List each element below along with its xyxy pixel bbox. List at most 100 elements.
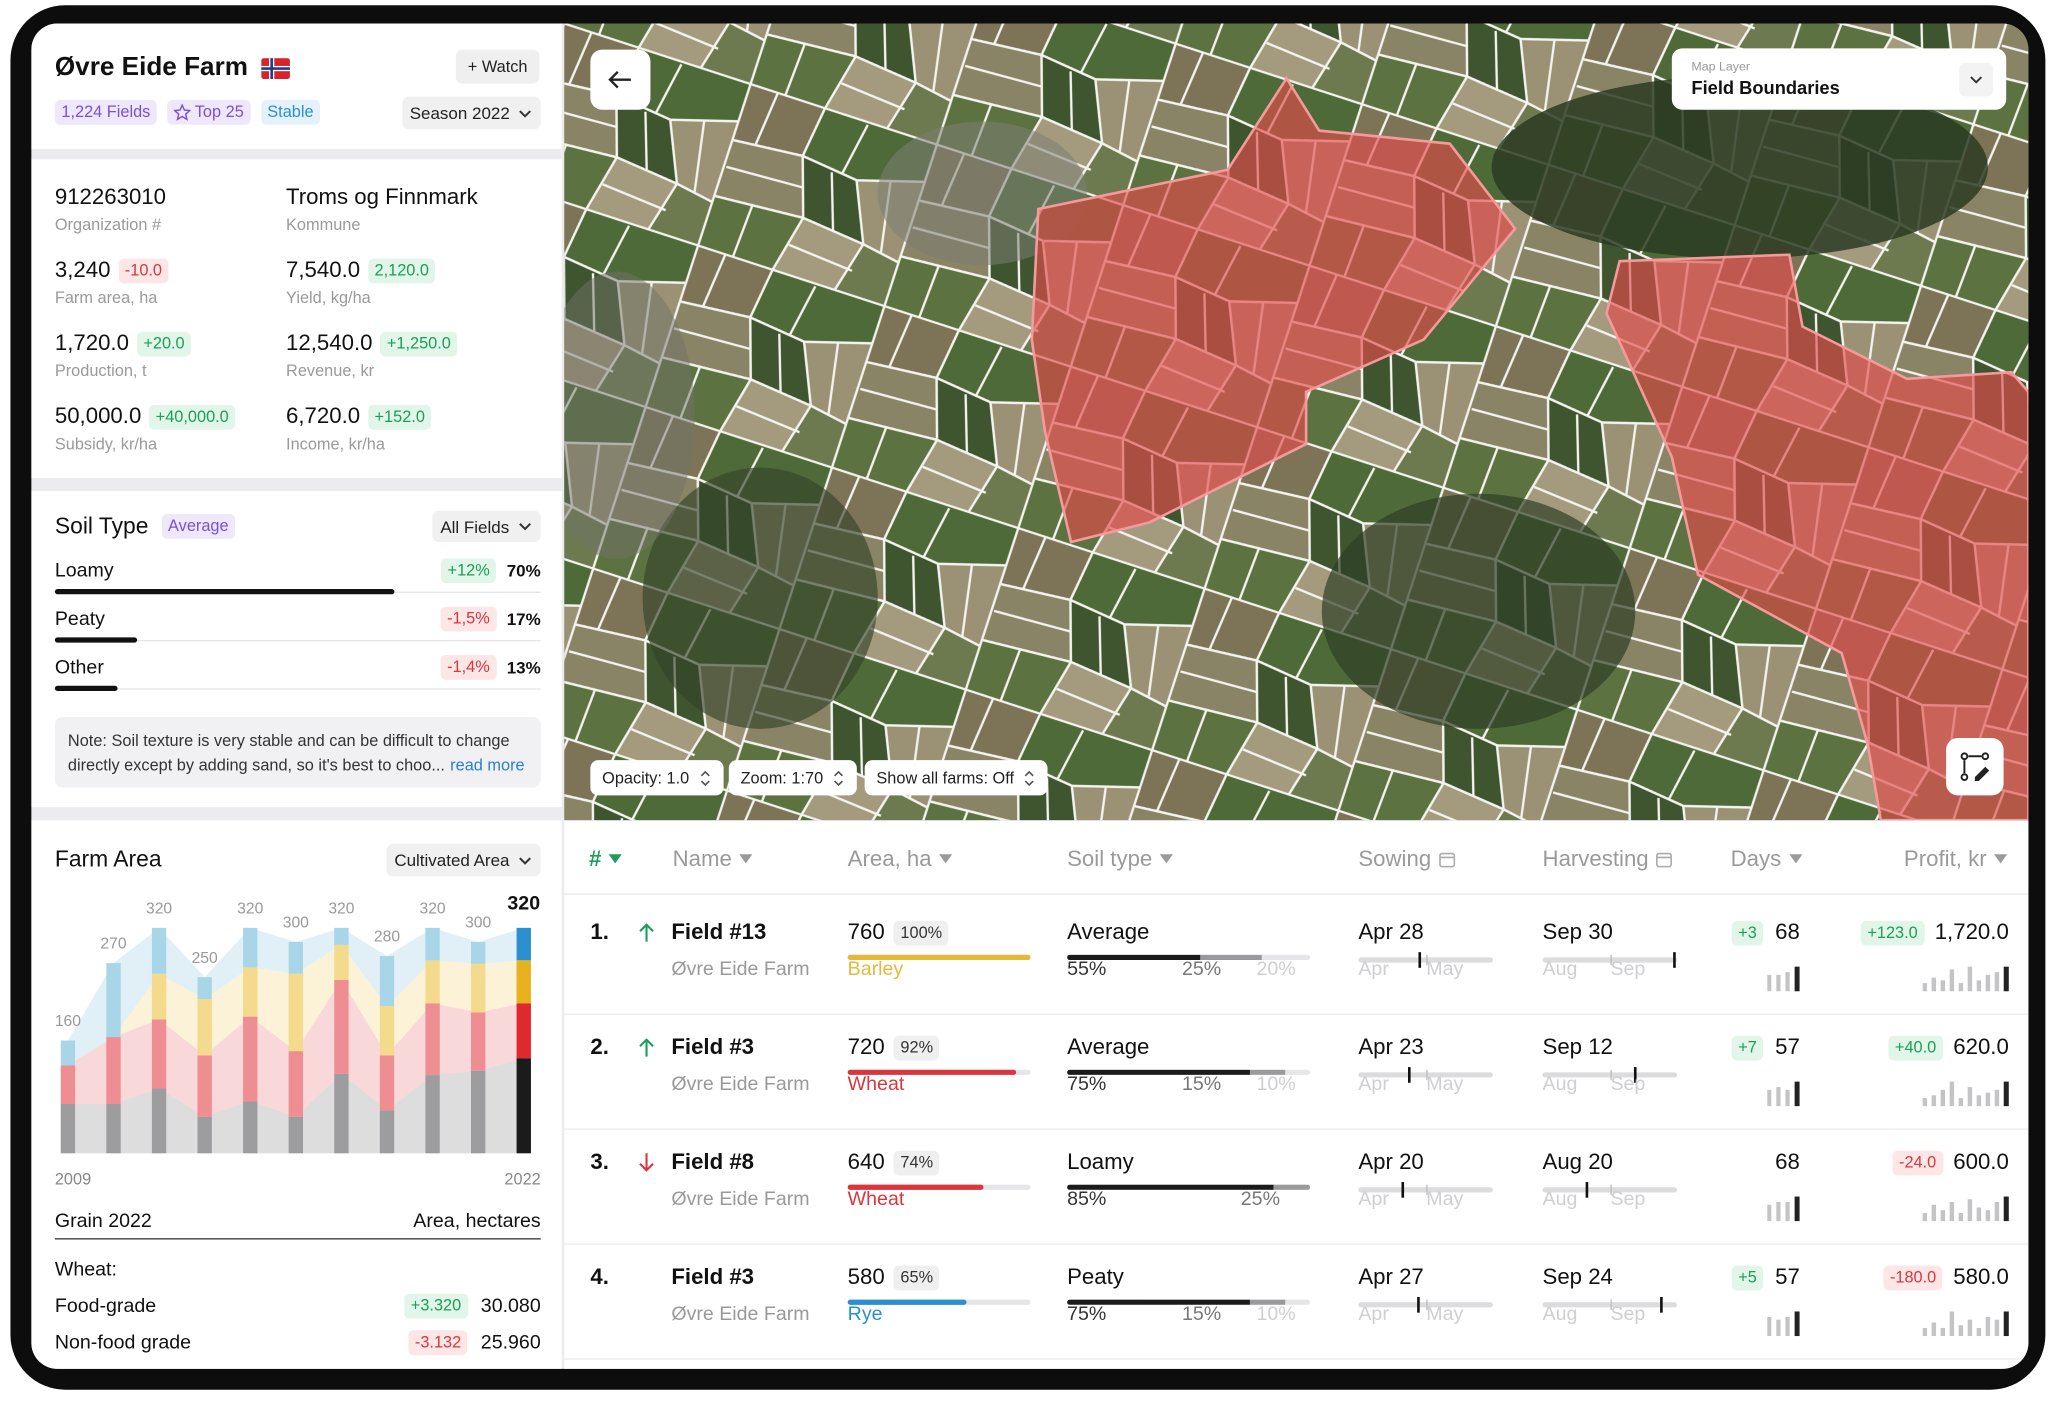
bar-segment xyxy=(516,1058,531,1154)
column-header-label: Area, ha xyxy=(847,846,932,872)
month-label: Sep xyxy=(1610,958,1646,981)
tags: 1,224 Fields Top 25 Stable xyxy=(54,99,321,125)
area-value: 580 xyxy=(847,1264,885,1290)
stat-label: Kommune xyxy=(286,215,361,234)
days-trend-bar xyxy=(1776,1319,1781,1337)
soil-type-segment xyxy=(1067,1069,1250,1075)
column-header[interactable]: Harvesting xyxy=(1543,846,1674,872)
column-header[interactable]: Profit, kr xyxy=(1904,846,2009,872)
bar-segment xyxy=(60,1103,76,1154)
date: Apr 28 xyxy=(1358,919,1424,945)
layer-label: Map Layer xyxy=(1691,60,1751,75)
profit-trend-bar xyxy=(2003,1311,2009,1337)
column-header[interactable]: # xyxy=(589,846,624,872)
total-label: 270 xyxy=(100,936,126,953)
month-label: Apr xyxy=(1358,1187,1389,1211)
area-filter[interactable]: Cultivated Area xyxy=(386,843,541,877)
profit-trend-bar xyxy=(1940,1089,1946,1107)
days-trend-bar xyxy=(1785,972,1790,992)
stat-label: Farm area, ha xyxy=(54,288,158,307)
column-header[interactable]: Soil type xyxy=(1067,846,1174,872)
bar-segment xyxy=(516,960,531,1004)
month-label: Apr xyxy=(1358,1072,1389,1096)
layer-select[interactable]: Map Layer Field Boundaries xyxy=(1671,48,2007,110)
column-header[interactable]: Name xyxy=(673,846,754,872)
month-label: Apr xyxy=(1358,958,1389,981)
profit-trend-bar xyxy=(1922,1327,1928,1337)
bar-segment xyxy=(243,967,258,1017)
soil-type: Average xyxy=(1067,919,1150,945)
trend-icon xyxy=(637,1152,655,1179)
map[interactable] xyxy=(564,23,2029,821)
bar-segment xyxy=(288,1051,304,1117)
farm-area-chart: 160 270 320 250 320 300 320 280 320 300 320 xyxy=(55,893,540,1154)
timeline-divider xyxy=(1426,1069,1428,1081)
sort-icon-part xyxy=(939,854,953,864)
soil-filter[interactable]: All Fields xyxy=(432,510,541,543)
trend-arrow xyxy=(639,923,654,942)
profit-delta: +40.0 xyxy=(1888,1035,1943,1060)
draw-icon xyxy=(1960,752,1990,782)
bar-segment xyxy=(379,1055,395,1111)
forest xyxy=(1321,493,1636,729)
total-label: 160 xyxy=(55,1013,81,1030)
stepper-part xyxy=(700,779,710,786)
profit-trend-bar xyxy=(1931,1322,1937,1337)
profit-trend-bar xyxy=(1985,974,1991,992)
sort-icon xyxy=(1994,854,2008,864)
bar-segment xyxy=(151,1019,167,1089)
column-header[interactable]: Days xyxy=(1731,846,1804,872)
row-rule xyxy=(564,1013,2029,1015)
soil-title: Soil Type Average xyxy=(55,513,236,540)
area-share: 65% xyxy=(893,1264,940,1290)
map-control[interactable]: Zoom: 1:70 xyxy=(728,760,858,796)
watch-button[interactable]: + Watch xyxy=(455,49,540,84)
date: Sep 30 xyxy=(1542,919,1613,945)
stat-value: 50,000.0 xyxy=(54,403,142,429)
profit-trend-bar xyxy=(1976,980,1982,992)
season-select[interactable]: Season 2022 xyxy=(402,96,541,130)
back-button[interactable] xyxy=(590,49,651,110)
column-header-label: Profit, kr xyxy=(1903,846,1987,872)
area-bar xyxy=(847,1299,967,1305)
map-control[interactable]: Show all farms: Off xyxy=(864,760,1048,796)
chevron-part xyxy=(518,523,531,531)
days-trend-bar xyxy=(1776,974,1781,992)
stat: 50,000.0 +40,000.0 xyxy=(54,403,236,430)
stat-value: 912263010 xyxy=(54,184,166,209)
tag: Stable xyxy=(260,99,321,125)
column-header-label: # xyxy=(589,846,602,872)
days-trend-bar xyxy=(1767,1089,1772,1107)
row-rule xyxy=(564,1128,2029,1130)
stat-label: Subsidy, kr/ha xyxy=(54,434,158,454)
profit-trend-bar xyxy=(1985,1210,1991,1222)
soil-type-segment xyxy=(1249,1069,1286,1075)
soil-track xyxy=(54,688,541,690)
bar-segment xyxy=(334,979,349,1074)
crop: Barley xyxy=(847,958,904,981)
read-more-link[interactable]: read more xyxy=(450,756,525,775)
stat-value: 7,540.0 xyxy=(286,257,361,283)
profit-trend-bar xyxy=(1949,1202,1955,1222)
bar-segment xyxy=(425,927,440,961)
bar-segment xyxy=(197,977,212,1000)
map-control[interactable]: Opacity: 1.0 xyxy=(590,760,724,796)
soil-type-share: 20% xyxy=(1256,958,1296,981)
field-name: Field #8 xyxy=(671,1149,755,1175)
column-header[interactable]: Area, ha xyxy=(848,846,954,872)
timeline-divider xyxy=(1610,1069,1612,1081)
soil-type-track xyxy=(1067,1069,1311,1075)
draw-button[interactable] xyxy=(1946,737,2004,796)
stat-value: 1,720.0 xyxy=(54,330,129,356)
chevron-part xyxy=(519,109,532,117)
month-label: Sep xyxy=(1610,1302,1646,1326)
profit-trend-bar xyxy=(1967,1199,1973,1222)
area-value: 640 xyxy=(847,1149,885,1175)
profit-trend-bar xyxy=(1922,983,1928,992)
timeline-marker xyxy=(1660,1296,1663,1313)
soil-badge: Average xyxy=(161,513,236,539)
column-header[interactable]: Sowing xyxy=(1358,846,1456,872)
bar-segment xyxy=(516,927,531,961)
area-bar xyxy=(847,954,1031,960)
stepper xyxy=(1025,770,1035,786)
